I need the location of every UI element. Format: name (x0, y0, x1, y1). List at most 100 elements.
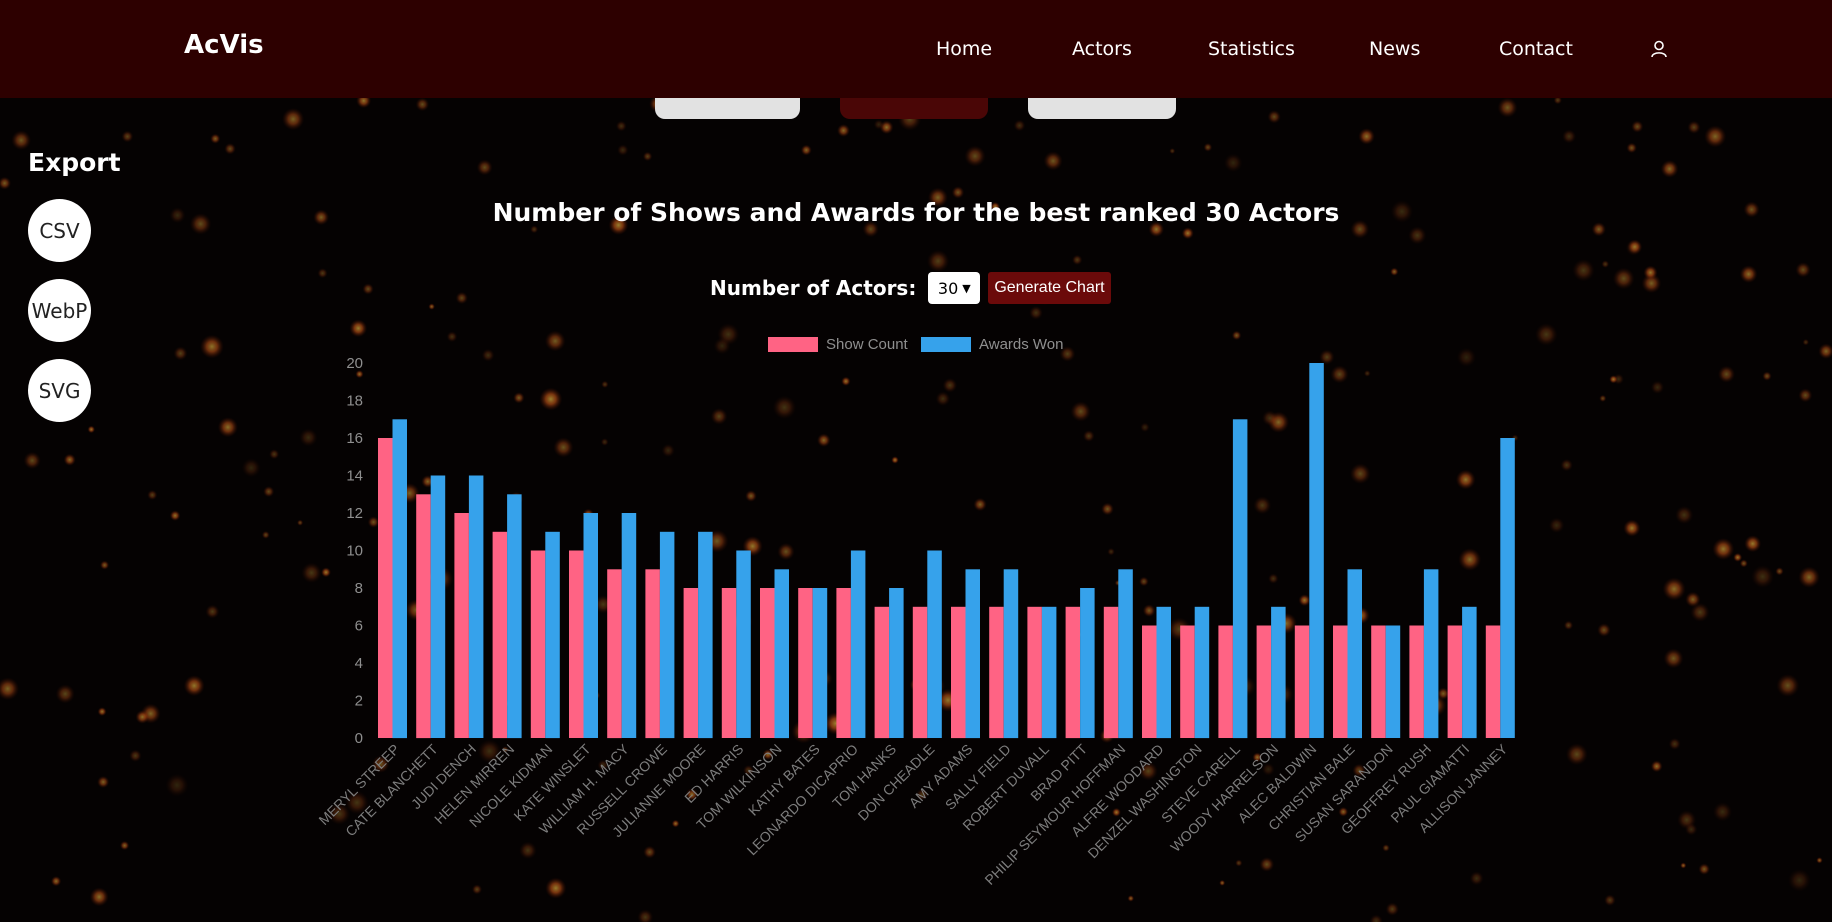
bokeh-light (935, 391, 951, 407)
bar-show-count[interactable] (1485, 625, 1501, 739)
tab-button-left[interactable] (655, 98, 800, 119)
bar-show-count[interactable] (1027, 606, 1042, 739)
bar-show-count[interactable] (378, 438, 393, 738)
user-icon[interactable] (1650, 40, 1668, 62)
chart-controls: Number of Actors: 30 ▼ Generate Chart (710, 272, 1111, 304)
bar-show-count[interactable] (1256, 625, 1272, 739)
bar-show-count[interactable] (721, 588, 737, 738)
bar-show-count[interactable] (836, 588, 851, 738)
bar-awards-won[interactable] (812, 588, 828, 738)
bar-show-count[interactable] (1180, 625, 1195, 739)
bar-show-count[interactable] (1142, 625, 1157, 739)
bokeh-light (1140, 422, 1150, 433)
bokeh-light (1408, 226, 1427, 245)
bokeh-light (1268, 573, 1279, 584)
bar-show-count[interactable] (454, 513, 469, 738)
bar-awards-won[interactable] (545, 531, 560, 739)
bar-awards-won[interactable] (659, 531, 675, 739)
bokeh-light (1818, 343, 1832, 359)
bar-show-count[interactable] (798, 588, 813, 738)
bar-awards-won[interactable] (1385, 625, 1401, 739)
bar-awards-won[interactable] (430, 475, 446, 739)
bar-awards-won[interactable] (1194, 606, 1210, 739)
bar-awards-won[interactable] (1423, 569, 1439, 739)
bar-show-count[interactable] (1294, 625, 1310, 739)
bokeh-light (269, 449, 280, 460)
tab-button-active[interactable] (840, 98, 988, 119)
bar-show-count[interactable] (912, 606, 928, 739)
bokeh-light (147, 489, 158, 501)
legend-swatch[interactable] (921, 337, 971, 352)
nav-link-news[interactable]: News (1369, 38, 1421, 60)
bokeh-light (1261, 762, 1275, 776)
bar-awards-won[interactable] (1156, 606, 1172, 739)
bar-show-count[interactable] (569, 550, 584, 739)
nav-link-contact[interactable]: Contact (1499, 38, 1573, 60)
bar-awards-won[interactable] (736, 550, 751, 739)
nav-link-actors[interactable]: Actors (1072, 38, 1132, 60)
bokeh-light (600, 438, 609, 446)
bar-show-count[interactable] (951, 606, 966, 739)
bar-awards-won[interactable] (1309, 363, 1324, 738)
bar-awards-won[interactable] (1003, 569, 1019, 739)
bar-show-count[interactable] (645, 569, 660, 739)
export-svg-button[interactable]: SVG (28, 359, 91, 422)
bokeh-light (1363, 370, 1371, 377)
actors-count-select[interactable]: 30 ▼ (928, 272, 981, 304)
bar-awards-won[interactable] (1118, 569, 1133, 739)
legend-label[interactable]: Awards Won (979, 336, 1064, 353)
export-webp-button[interactable]: WebP (28, 279, 91, 342)
bar-show-count[interactable] (1065, 606, 1081, 739)
bokeh-light (1148, 221, 1165, 237)
bokeh-light (1456, 347, 1476, 367)
bar-awards-won[interactable] (889, 588, 904, 738)
bokeh-light (1687, 120, 1701, 134)
bar-show-count[interactable] (760, 588, 775, 738)
bar-awards-won[interactable] (965, 569, 981, 739)
bar-awards-won[interactable] (392, 419, 408, 739)
y-tick-label: 8 (355, 580, 363, 597)
brand-logo[interactable]: AcVis (184, 30, 264, 60)
bar-awards-won[interactable] (1232, 419, 1248, 739)
bokeh-light (1677, 810, 1697, 830)
bar-show-count[interactable] (874, 606, 890, 739)
legend-label[interactable]: Show Count (826, 336, 909, 353)
bar-show-count[interactable] (416, 494, 431, 739)
bar-show-count[interactable] (1333, 625, 1348, 739)
nav-link-statistics[interactable]: Statistics (1208, 38, 1295, 60)
bar-show-count[interactable] (1409, 625, 1424, 739)
bar-show-count[interactable] (683, 588, 699, 738)
bar-show-count[interactable] (492, 531, 508, 739)
bar-show-count[interactable] (607, 569, 622, 739)
bar-awards-won[interactable] (468, 475, 484, 739)
bar-awards-won[interactable] (1271, 606, 1286, 739)
bar-show-count[interactable] (989, 606, 1004, 739)
bar-awards-won[interactable] (850, 550, 866, 739)
bar-awards-won[interactable] (1347, 569, 1363, 739)
tab-button-right[interactable] (1028, 98, 1176, 119)
bokeh-light (1685, 591, 1701, 608)
bar-awards-won[interactable] (621, 513, 637, 738)
bar-awards-won[interactable] (583, 513, 599, 738)
bokeh-light (777, 542, 795, 561)
bar-show-count[interactable] (1447, 625, 1463, 739)
bar-awards-won[interactable] (1500, 438, 1515, 738)
export-csv-button[interactable]: CSV (28, 199, 91, 262)
bar-awards-won[interactable] (1041, 606, 1057, 739)
bar-awards-won[interactable] (1462, 606, 1477, 739)
bokeh-light (1744, 535, 1762, 553)
bokeh-light (1203, 142, 1213, 152)
bar-show-count[interactable] (1371, 625, 1386, 739)
bar-show-count[interactable] (530, 550, 546, 739)
bar-awards-won[interactable] (698, 531, 713, 739)
bar-awards-won[interactable] (1080, 588, 1095, 738)
legend-swatch[interactable] (768, 337, 818, 352)
bokeh-light (553, 437, 574, 458)
bar-show-count[interactable] (1218, 625, 1233, 739)
bar-awards-won[interactable] (927, 550, 942, 739)
bar-awards-won[interactable] (774, 569, 790, 739)
bar-awards-won[interactable] (507, 494, 522, 739)
generate-chart-button[interactable]: Generate Chart (988, 272, 1111, 304)
bar-show-count[interactable] (1103, 606, 1119, 739)
nav-link-home[interactable]: Home (936, 38, 993, 60)
